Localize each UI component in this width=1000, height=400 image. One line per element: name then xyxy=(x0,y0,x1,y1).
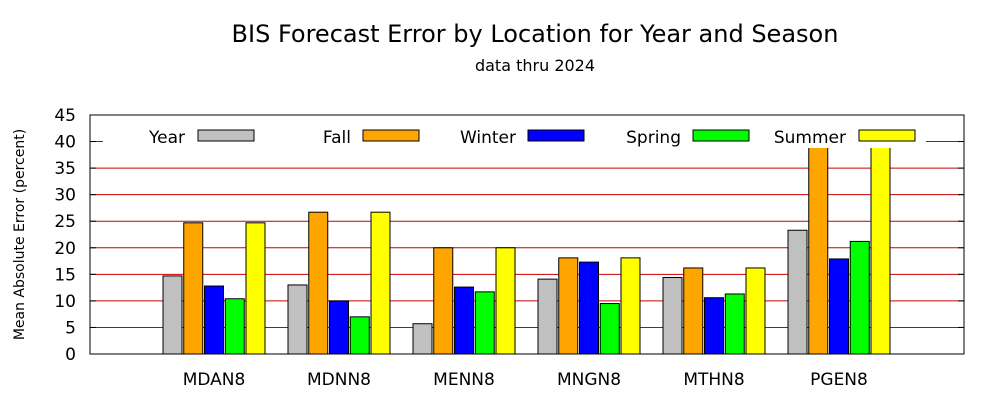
bar-fall-pgen8 xyxy=(808,146,829,355)
bar-spring-menn8 xyxy=(474,291,495,355)
x-tick-label: MDAN8 xyxy=(183,370,246,390)
y-axis-label: Mean Absolute Error (percent) xyxy=(12,129,28,340)
bar-fall-mngn8 xyxy=(558,257,579,355)
legend-swatch-fall xyxy=(362,129,420,142)
bar-summer-mdnn8 xyxy=(370,211,391,355)
bar-year-mthn8 xyxy=(662,277,683,355)
bar-fall-menn8 xyxy=(433,247,454,355)
bar-spring-mdnn8 xyxy=(349,316,370,355)
y-tick-label: 30 xyxy=(54,186,76,206)
bar-fall-mdan8 xyxy=(183,222,204,355)
bar-fall-mthn8 xyxy=(683,267,704,355)
y-tick-label: 35 xyxy=(54,159,76,179)
bar-year-menn8 xyxy=(412,323,433,355)
bar-spring-mthn8 xyxy=(724,293,745,355)
bar-winter-pgen8 xyxy=(829,258,849,355)
plot-border xyxy=(89,114,965,355)
y-tick-label: 5 xyxy=(65,318,76,338)
bar-winter-menn8 xyxy=(454,286,474,355)
legend-swatch-summer xyxy=(858,129,916,142)
y-tick-label: 40 xyxy=(54,133,76,153)
legend-swatch-spring xyxy=(692,129,750,142)
y-tick-label: 20 xyxy=(54,239,76,259)
bar-winter-mdan8 xyxy=(204,285,224,355)
bar-summer-mdan8 xyxy=(245,222,266,355)
bar-summer-pgen8 xyxy=(870,146,891,355)
x-tick-label: MENN8 xyxy=(433,370,495,390)
chart-subtitle: data thru 2024 xyxy=(474,56,596,75)
bar-year-mdan8 xyxy=(162,275,183,355)
bar-fall-mdnn8 xyxy=(308,211,329,355)
bar-winter-mthn8 xyxy=(704,297,724,355)
bar-winter-mngn8 xyxy=(579,261,599,355)
y-tick-label: 0 xyxy=(65,345,76,365)
legend-label: Fall xyxy=(323,128,351,148)
y-tick-label: 10 xyxy=(54,292,76,312)
bar-year-mngn8 xyxy=(537,278,558,355)
legend-label: Year xyxy=(148,128,185,148)
bar-year-mdnn8 xyxy=(287,284,308,355)
legend-swatch-year xyxy=(197,129,255,142)
chart-title: BIS Forecast Error by Location for Year … xyxy=(231,20,839,48)
y-tick-label: 45 xyxy=(54,106,76,126)
y-tick-label: 25 xyxy=(54,212,76,232)
x-tick-label: MDNN8 xyxy=(307,370,371,390)
x-tick-label: MTHN8 xyxy=(683,370,744,390)
legend-label: Winter xyxy=(460,128,516,148)
bar-year-pgen8 xyxy=(787,229,808,355)
bar-spring-mdan8 xyxy=(224,298,245,355)
bar-summer-menn8 xyxy=(495,247,516,355)
bar-spring-pgen8 xyxy=(849,240,870,355)
x-tick-label: MNGN8 xyxy=(557,370,621,390)
y-tick-label: 15 xyxy=(54,265,76,285)
legend-swatch-winter xyxy=(527,129,585,142)
bar-summer-mthn8 xyxy=(745,267,766,355)
x-tick-label: PGEN8 xyxy=(810,370,868,390)
legend-label: Summer xyxy=(774,128,846,148)
legend-label: Spring xyxy=(626,128,681,148)
bar-winter-mdnn8 xyxy=(329,300,349,355)
bar-summer-mngn8 xyxy=(620,257,641,355)
bar-spring-mngn8 xyxy=(599,303,620,355)
